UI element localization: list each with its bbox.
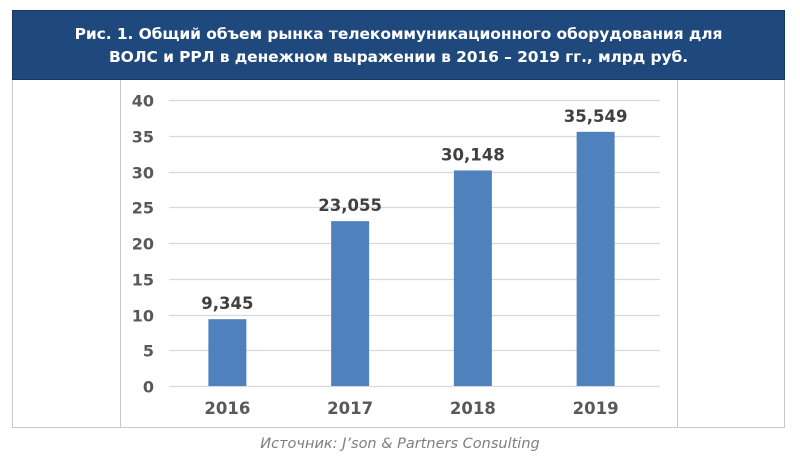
bar-2018 [453, 170, 492, 386]
data-label-2016: 9,345 [201, 294, 253, 313]
y-tick-label: 25 [132, 199, 154, 218]
y-tick-label: 35 [132, 128, 154, 147]
x-axis-ticks: 2016 2017 2018 2019 [204, 399, 618, 418]
y-tick-label: 15 [132, 271, 154, 290]
bars [208, 131, 615, 386]
x-tick-label-2018: 2018 [450, 399, 496, 418]
y-tick-label: 0 [143, 378, 154, 397]
data-label-2019: 35,549 [564, 107, 628, 126]
title-line-2: ВОЛС и РРЛ в денежном выражении в 2016 –… [108, 48, 689, 66]
bar-2017 [331, 221, 370, 386]
data-label-2018: 30,148 [441, 145, 505, 164]
data-labels: 9,345 23,055 30,148 35,549 [201, 107, 627, 313]
y-tick-label: 5 [143, 342, 154, 361]
x-tick-label-2019: 2019 [573, 399, 619, 418]
y-axis-ticks: 0 5 10 15 20 25 30 35 40 [132, 92, 154, 397]
x-tick-label-2017: 2017 [327, 399, 373, 418]
source-caption: Источник: J’son & Partners Consulting [260, 436, 540, 452]
y-tick-label: 30 [132, 164, 154, 183]
data-label-2017: 23,055 [318, 196, 382, 215]
y-tick-label: 10 [132, 307, 154, 326]
figure-title: Рис. 1. Общий объем рынка телекоммуникац… [12, 10, 785, 80]
bar-2016 [208, 319, 247, 386]
title-line-1: Рис. 1. Общий объем рынка телекоммуникац… [74, 25, 723, 43]
x-tick-label-2016: 2016 [204, 399, 250, 418]
y-tick-label: 20 [132, 235, 154, 254]
y-tick-label: 40 [132, 92, 154, 111]
bar-2019 [576, 131, 615, 386]
